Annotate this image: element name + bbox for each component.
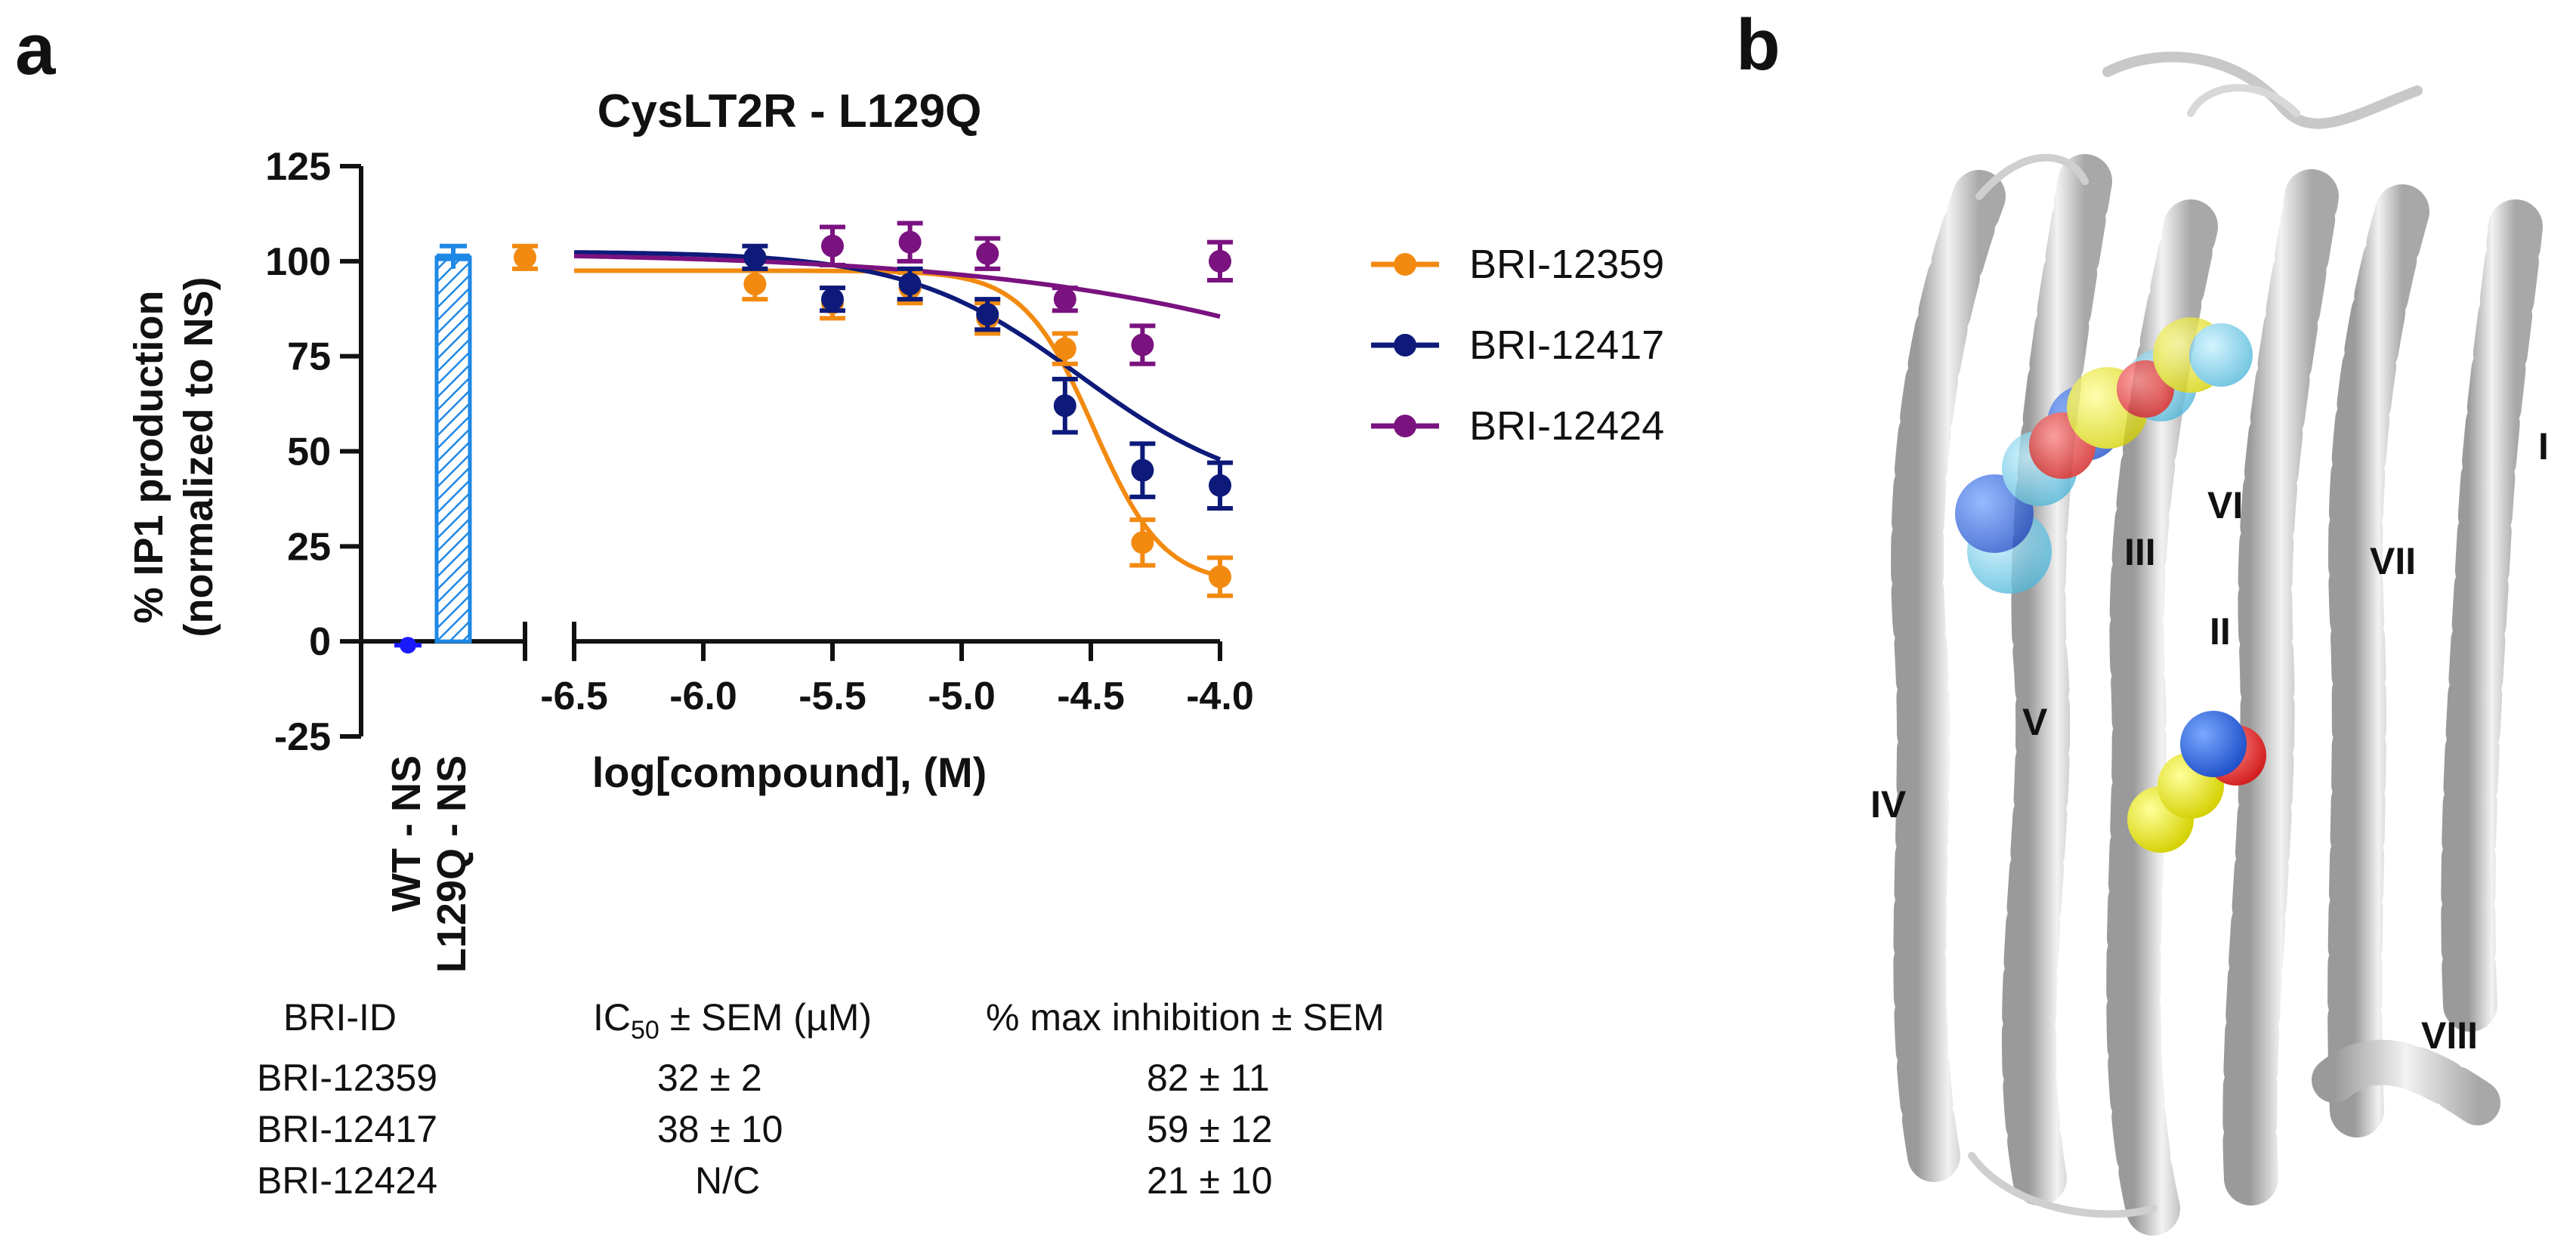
point-bri-12417	[1053, 394, 1076, 418]
legend-label: BRI-12417	[1469, 323, 1664, 368]
table-row-3-maxinh: 21 ± 10	[1147, 1159, 1273, 1202]
helix-label-i: I	[2538, 425, 2549, 468]
table-row-1-id: BRI-12359	[257, 1057, 438, 1099]
y-tick-label: 125	[265, 145, 331, 189]
point-bri-12359	[1053, 337, 1076, 360]
x-tick-label: -6.0	[669, 674, 737, 718]
point-bri-12359	[743, 273, 767, 296]
table-header-id: BRI-ID	[283, 996, 397, 1039]
point-bri-12424	[1209, 249, 1231, 273]
legend: BRI-12359 BRI-12417 BRI-12424	[1371, 242, 1664, 449]
table-row-3-id: BRI-12424	[257, 1159, 438, 1202]
x-axis-label: log[compound], (M)	[592, 749, 987, 796]
y-axis-label: % IP1 production (normalized to NS)	[126, 276, 221, 637]
x-tick-label: -6.5	[540, 674, 608, 718]
helix-label-iii: III	[2124, 531, 2156, 573]
x-tick-label: -4.0	[1186, 674, 1254, 718]
table-header-maxinh: % max inhibition ± SEM	[986, 996, 1385, 1039]
x-axis: -6.5 -6.0 -5.5 -5.0 -4.5 -4.0	[540, 622, 1254, 718]
bar-label: L129Q - NS	[429, 755, 474, 973]
ligand-spheres-top	[1955, 317, 2253, 594]
point-bri-12424	[898, 230, 922, 254]
x-tick-label: -5.5	[798, 674, 866, 718]
y-tick-label: 100	[265, 240, 331, 284]
x-tick-label: -5.0	[928, 674, 996, 718]
dose-response-chart: CysLT2R - L129Q % IP1 production (normal…	[126, 85, 1664, 973]
table-row-1-ic50: 32 ± 2	[657, 1057, 762, 1099]
legend-marker	[1394, 415, 1416, 437]
point-bri-12417	[1131, 458, 1154, 482]
bar-label: WT - NS	[384, 755, 429, 912]
table-row-1-maxinh: 82 ± 11	[1147, 1057, 1270, 1099]
helix-labels: I II III IV V VI VII VIII	[1870, 425, 2549, 1057]
receptor-structure: I II III IV V VI VII VIII	[1870, 51, 2549, 1236]
ns-point-bri-12359	[514, 245, 536, 269]
fit-curve-bri-12424	[573, 254, 1221, 319]
y-tick-label: 50	[287, 431, 331, 474]
ic-text: IC	[593, 996, 631, 1039]
legend-label: BRI-12424	[1469, 403, 1664, 449]
ic-subscript: 50	[631, 1016, 659, 1045]
point-bri-12424	[821, 234, 844, 258]
y-tick-label: -25	[274, 715, 331, 759]
y-tick-label: 75	[287, 335, 331, 379]
chart-title: CysLT2R - L129Q	[598, 85, 982, 137]
table-row-2-ic50: 38 ± 10	[657, 1108, 783, 1150]
legend-marker	[1394, 334, 1416, 357]
y-axis-label-line1: % IP1 production	[126, 290, 171, 623]
point-bri-12424	[1053, 288, 1076, 311]
y-tick-label: 0	[309, 620, 331, 664]
helix-label-ii: II	[2210, 610, 2231, 653]
panel-a-label: a	[15, 9, 56, 90]
fit-curves	[573, 250, 1222, 579]
point-bri-12417	[898, 273, 922, 296]
y-axis-label-line2: (normalized to NS)	[176, 276, 221, 637]
point-bri-12359	[1209, 565, 1231, 588]
fit-curve-bri-12417	[574, 250, 1222, 462]
y-axis: 125 100 75 50 25 0 -25	[265, 145, 363, 759]
table-header-ic50: IC50 ± SEM (µM)	[593, 996, 872, 1045]
legend-label: BRI-12359	[1469, 242, 1664, 287]
data-points	[512, 221, 1233, 598]
point-bri-12359	[1131, 531, 1154, 554]
helix-label-iv: IV	[1870, 783, 1907, 826]
ic-suffix: ± SEM (µM)	[659, 996, 873, 1039]
table-row-3-ic50: N/C	[695, 1159, 761, 1202]
fit-curve-bri-12359	[574, 268, 1221, 579]
point-bri-12417	[821, 288, 844, 311]
control-bars: WT - NS L129Q - NS	[361, 243, 527, 973]
helix-label-vi: VI	[2207, 484, 2243, 526]
ligand-spheres-core	[2127, 711, 2266, 853]
helix-label-v: V	[2022, 701, 2048, 743]
point-bri-12424	[976, 242, 999, 265]
point-bri-12417	[1209, 474, 1231, 497]
table-row-2-id: BRI-12417	[257, 1108, 438, 1150]
point-bri-12424	[1131, 333, 1154, 357]
helix-label-vii: VII	[2370, 540, 2416, 582]
legend-marker	[1394, 253, 1416, 276]
point-bri-12417	[976, 303, 999, 326]
point-bri-12417	[743, 245, 767, 269]
x-tick-label: -4.5	[1057, 674, 1125, 718]
helix-label-viii: VIII	[2421, 1014, 2478, 1057]
panel-b-label: b	[1736, 5, 1781, 85]
y-tick-label: 25	[287, 525, 331, 569]
table-row-2-maxinh: 59 ± 12	[1147, 1108, 1273, 1150]
bar-l129q-ns	[434, 255, 472, 644]
